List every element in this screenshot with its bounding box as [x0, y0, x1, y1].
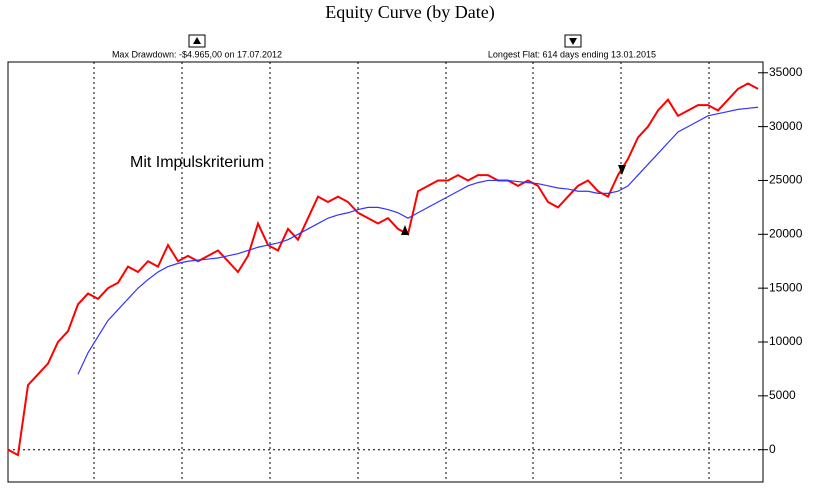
y-tick-label: 5000: [769, 388, 796, 402]
flat-end-arrow: [618, 165, 626, 175]
y-tick-label: 35000: [769, 65, 803, 79]
plot-frame: [7, 61, 764, 483]
flat-arrow: [569, 38, 577, 45]
chart-title: Equity Curve (by Date): [325, 2, 494, 23]
y-tick-label: 10000: [769, 334, 803, 348]
low-arrow: [401, 225, 409, 235]
annotation: Mit Impulskriterium: [130, 154, 264, 171]
drawdown-arrow: [193, 37, 201, 44]
x-grid: [93, 62, 710, 482]
plot: [7, 82, 763, 457]
y-tick-label: 0: [769, 442, 776, 456]
drawdown-note: Max Drawdown: -$4.965,00 on 17.07.2012: [112, 49, 282, 59]
series-line: [7, 82, 759, 457]
y-tick-label: 20000: [769, 226, 803, 240]
y-tick-label: 15000: [769, 280, 803, 294]
y-tick-label: 30000: [769, 119, 803, 133]
y-tick-label: 25000: [769, 173, 803, 187]
flat-note: Longest Flat: 614 days ending 13.01.2015: [488, 49, 656, 59]
series-line: [77, 106, 759, 375]
